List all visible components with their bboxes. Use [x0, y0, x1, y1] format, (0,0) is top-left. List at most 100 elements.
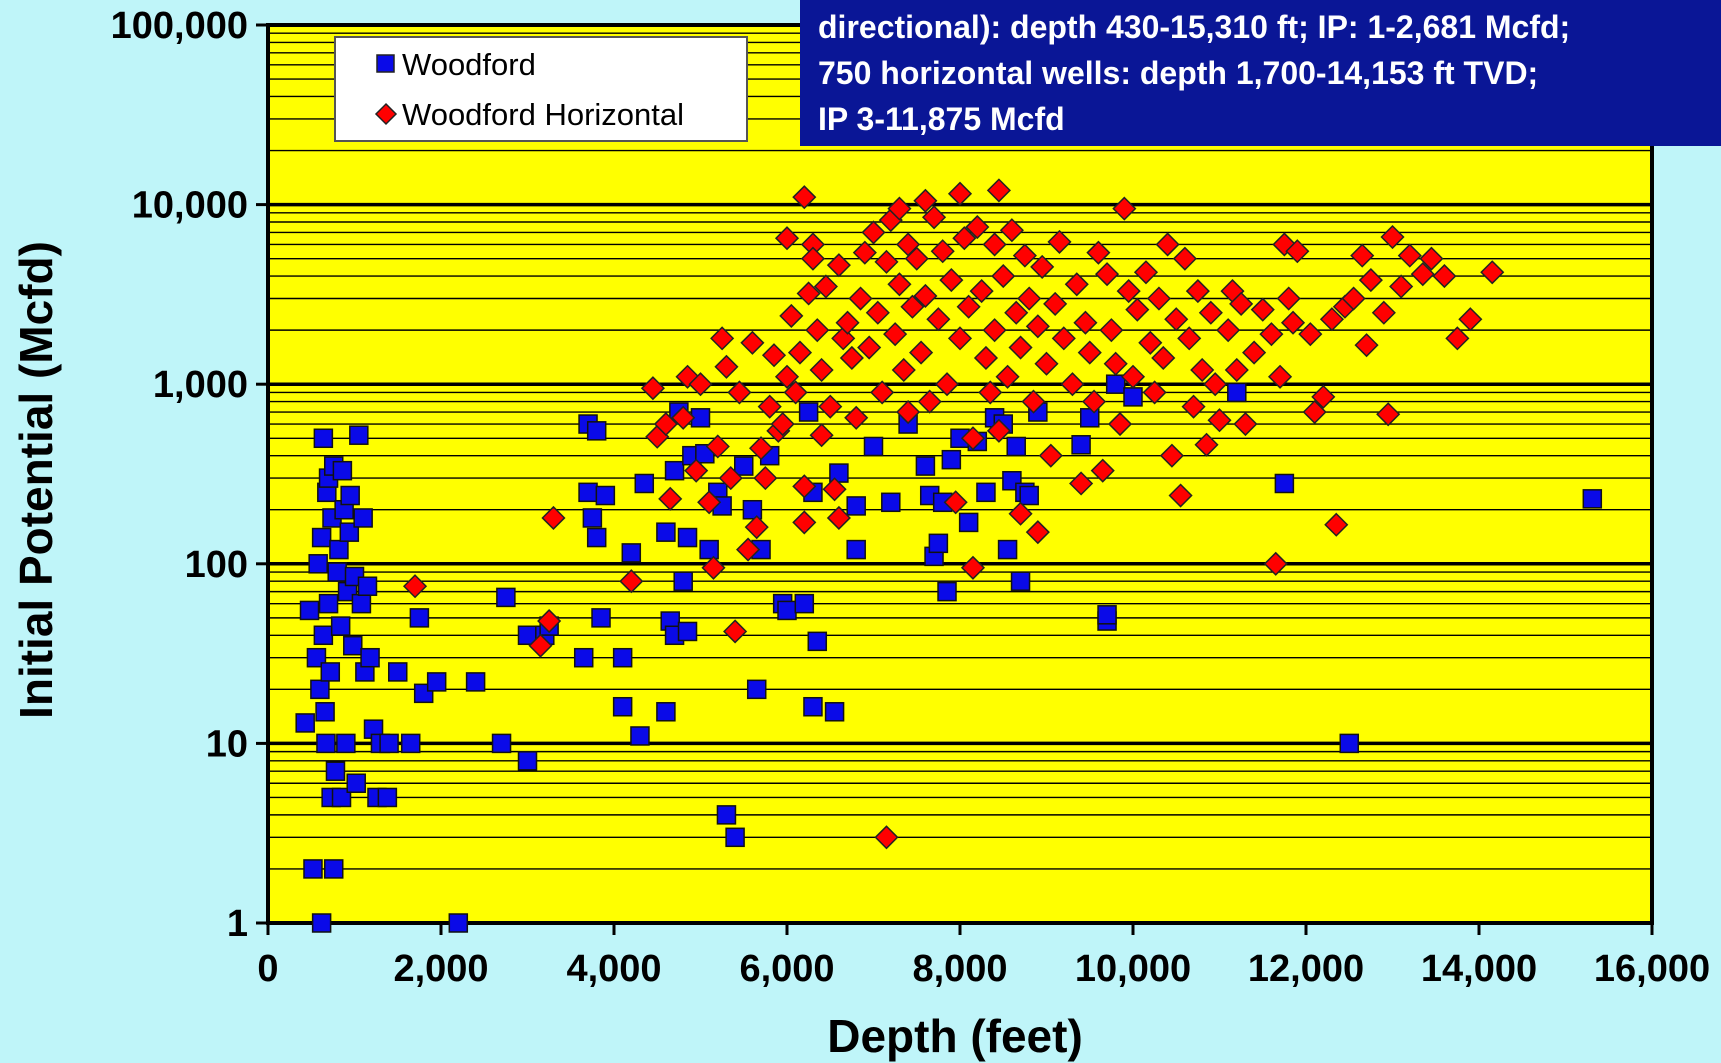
woodford-point [315, 702, 335, 722]
woodford-horizontal-point [1151, 345, 1176, 371]
woodford-horizontal-point [1229, 291, 1254, 316]
woodford-horizontal-point [909, 340, 934, 365]
woodford-horizontal-point [1064, 272, 1089, 297]
woodford-horizontal-point [800, 246, 826, 271]
woodford-point [448, 913, 469, 933]
woodford-horizontal-point [796, 281, 821, 306]
woodford-point [351, 593, 372, 614]
legend: Woodford Woodford Horizontal [334, 36, 748, 142]
woodford-horizontal-point [1203, 372, 1228, 397]
woodford-point [630, 726, 650, 746]
woodford-horizontal-point [883, 322, 908, 347]
woodford-horizontal-point [1077, 340, 1102, 365]
woodford-point [656, 702, 676, 722]
woodford-horizontal-point [1276, 286, 1301, 311]
woodford-point [349, 425, 369, 445]
woodford-point [323, 859, 344, 879]
woodford-horizontal-point [913, 188, 938, 213]
woodford-horizontal-point [956, 294, 981, 319]
woodford-horizontal-point [640, 376, 665, 401]
woodford-point [331, 787, 352, 808]
woodford-horizontal-point [978, 380, 1003, 405]
woodford-horizontal-point [1198, 300, 1223, 325]
woodford-point [426, 672, 447, 692]
woodford-horizontal-point [744, 515, 769, 540]
woodford-horizontal-point [1285, 239, 1310, 264]
woodford-horizontal-point [852, 240, 877, 265]
woodford-point [958, 512, 979, 533]
woodford-horizontal-point [1267, 364, 1293, 389]
woodford-horizontal-point [891, 357, 916, 383]
woodford-horizontal-point [1012, 243, 1037, 268]
woodford-point [742, 499, 763, 520]
series-woodford-horizontal [402, 178, 1505, 850]
woodford-horizontal-point [822, 477, 847, 502]
woodford-horizontal-point [896, 399, 921, 425]
woodford-horizontal-point [705, 434, 730, 459]
woodford-horizontal-point [982, 232, 1007, 257]
woodford-horizontal-point [1445, 326, 1470, 351]
legend-box [334, 36, 748, 142]
woodford-point [612, 647, 633, 668]
woodford-point [318, 593, 339, 614]
legend-label-woodford: Woodford [402, 47, 536, 82]
y-tick-label: 100 [185, 544, 248, 586]
woodford-point [677, 527, 698, 548]
woodford-horizontal-point [960, 426, 986, 451]
woodford-horizontal-point [783, 380, 808, 405]
woodford-point [586, 527, 607, 548]
woodford-horizontal-point [1432, 264, 1457, 289]
x-tick-label: 6,000 [739, 948, 834, 990]
woodford-point [308, 554, 328, 574]
woodford-horizontal-point [1120, 364, 1146, 389]
woodford-horizontal-point [904, 246, 929, 271]
woodford-horizontal-point [1017, 286, 1042, 311]
woodford-horizontal-point [960, 555, 986, 580]
woodford-horizontal-point [947, 326, 973, 351]
woodford-point [612, 696, 633, 717]
woodford-horizontal-point [723, 619, 748, 644]
woodford-horizontal-point [1073, 310, 1098, 335]
woodford-horizontal-point [809, 423, 834, 448]
annotation-line-3: IP 3-11,875 Mcfd [818, 101, 1065, 137]
woodford-horizontal-point [1185, 279, 1210, 304]
woodford-horizontal-point [774, 364, 800, 389]
woodford-horizontal-point [541, 505, 566, 531]
series-woodford [295, 374, 1603, 933]
x-tick-label: 0 [257, 948, 278, 990]
woodford-horizontal-point [792, 185, 817, 210]
woodford-point [517, 751, 538, 771]
woodford-horizontal-point [779, 303, 804, 328]
woodford-horizontal-point [619, 569, 644, 594]
woodford-horizontal-point [887, 272, 912, 297]
woodford-horizontal-point [1038, 443, 1063, 468]
woodford-point [677, 621, 698, 642]
woodford-horizontal-point [1207, 408, 1232, 433]
woodford-horizontal-point [1021, 389, 1046, 414]
woodford-horizontal-point [1146, 286, 1172, 311]
woodford-horizontal-point [1164, 307, 1189, 332]
woodford-point [379, 733, 399, 754]
woodford-horizontal-point [787, 340, 813, 365]
woodford-horizontal-point [1008, 335, 1033, 360]
woodford-point [1006, 436, 1026, 457]
woodford-horizontal-point [727, 380, 752, 405]
woodford-horizontal-point [1302, 399, 1327, 425]
woodford-point [400, 733, 421, 754]
woodford-horizontal-point [1389, 274, 1414, 299]
woodford-horizontal-point [839, 345, 864, 371]
woodford-horizontal-point [865, 300, 890, 325]
woodford-horizontal-point [999, 218, 1024, 243]
woodford-horizontal-point [1233, 411, 1258, 437]
woodford-point [313, 428, 334, 449]
x-tick-label: 2,000 [393, 948, 488, 990]
woodford-horizontal-point [537, 608, 562, 634]
woodford-horizontal-point [991, 264, 1016, 289]
y-axis-title: Initial Potential (Mcfd) [10, 241, 62, 719]
woodford-horizontal-point [1090, 458, 1115, 483]
woodford-point [846, 539, 866, 560]
woodford-point [377, 787, 398, 808]
woodford-horizontal-point [658, 486, 683, 511]
woodford-point [582, 508, 603, 528]
woodford-point [794, 593, 815, 614]
